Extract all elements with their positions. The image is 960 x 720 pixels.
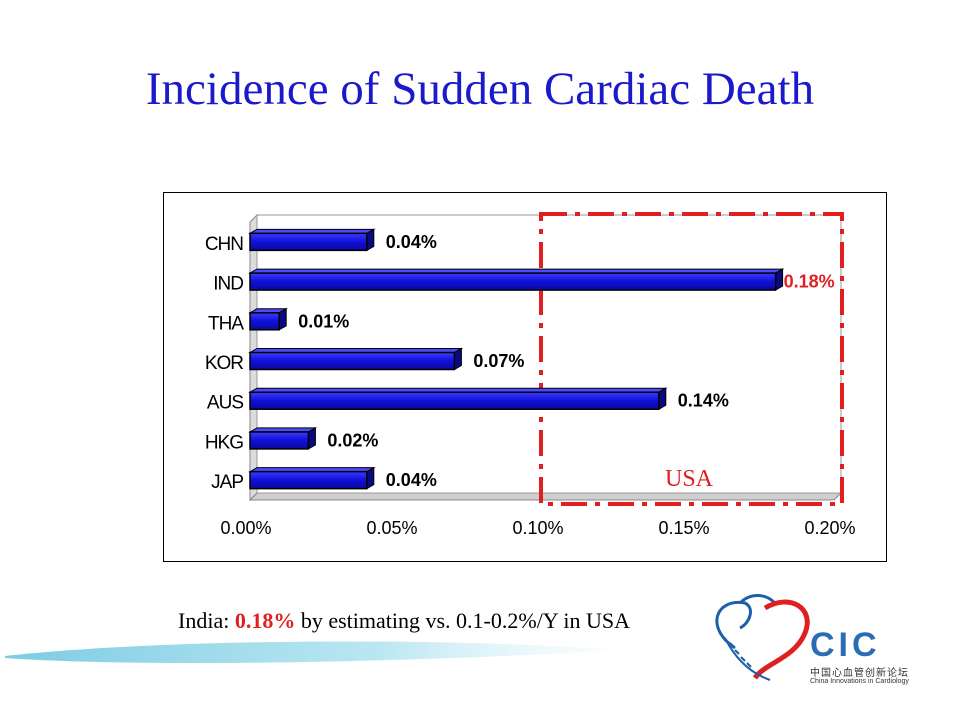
decorative-swoosh	[5, 641, 620, 664]
bar-tha	[249, 312, 280, 331]
bar-hkg	[249, 431, 310, 450]
bar-end-kor	[453, 347, 462, 371]
bar-ind	[249, 272, 777, 291]
x-tick-label: 0.20%	[804, 518, 855, 538]
category-label-ind: IND	[213, 274, 243, 295]
caption-suffix: by estimating vs. 0.1-0.2%/Y in USA	[295, 608, 631, 633]
category-label-kor: KOR	[205, 353, 243, 374]
x-tick-label: 0.05%	[366, 518, 417, 538]
x-tick-label: 0.10%	[512, 518, 563, 538]
x-tick-label: 0.15%	[658, 518, 709, 538]
bar-end-hkg	[307, 427, 316, 450]
category-label-chn: CHN	[205, 234, 243, 255]
value-label-hkg: 0.02%	[327, 430, 378, 450]
value-label-jap: 0.04%	[386, 470, 437, 490]
value-label-tha: 0.01%	[298, 311, 349, 331]
caption-highlight: 0.18%	[234, 608, 296, 633]
bar-end-chn	[366, 228, 375, 252]
x-tick-label: 0.00%	[220, 518, 271, 538]
usa-label: USA	[665, 466, 714, 492]
category-label-aus: AUS	[207, 393, 243, 414]
value-label-aus: 0.14%	[678, 391, 729, 411]
bar-chn	[249, 232, 368, 252]
cic-logo-mark	[715, 594, 810, 681]
bar-kor	[249, 351, 456, 371]
logo-wordmark: CIC	[810, 626, 881, 664]
category-label-hkg: HKG	[205, 432, 243, 453]
bar-end-tha	[278, 307, 287, 331]
bar-end-jap	[366, 466, 375, 490]
value-label-kor: 0.07%	[473, 351, 524, 371]
category-label-tha: THA	[208, 313, 244, 334]
logo-chinese-text: 中国心血管创新论坛	[810, 668, 909, 679]
bar-aus	[249, 391, 660, 410]
bar-end-aus	[658, 387, 667, 411]
plot-floor	[248, 492, 843, 501]
caption: India: 0.18% by estimating vs. 0.1-0.2%/…	[178, 608, 630, 634]
category-label-jap: JAP	[211, 472, 243, 493]
value-label-chn: 0.04%	[386, 232, 437, 252]
logo-english-text: China Innovations in Cardiology	[810, 678, 909, 685]
slide-title: Incidence of Sudden Cardiac Death	[145, 63, 815, 115]
bar-jap	[249, 470, 368, 490]
value-label-ind: 0.18%	[784, 272, 835, 292]
bar-end-ind	[775, 268, 784, 291]
usa-range-box	[539, 212, 844, 506]
caption-prefix: India:	[178, 608, 235, 633]
